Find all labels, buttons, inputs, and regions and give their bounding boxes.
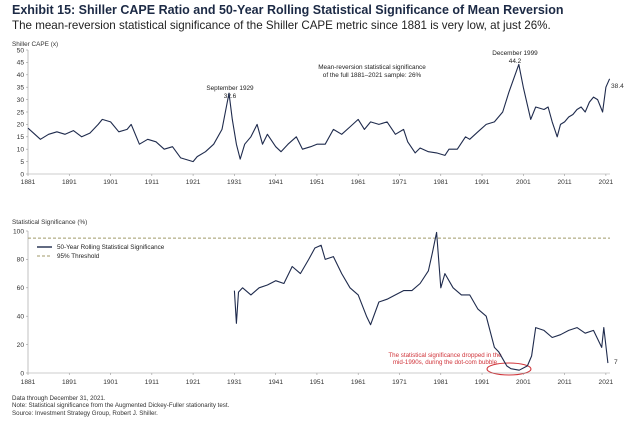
cape-x-tick-label: 1881 — [21, 179, 36, 186]
significance-x-tick-label: 1921 — [186, 379, 201, 386]
significance-y-tick-label: 80 — [17, 257, 25, 264]
significance-x-tick-label: 1971 — [392, 379, 407, 386]
significance-x-tick-label: 2001 — [516, 379, 531, 386]
cape-x-tick-label: 1931 — [227, 179, 242, 186]
significance-y-tick-label: 100 — [13, 228, 24, 235]
significance-x-tick-label: 1951 — [310, 379, 325, 386]
significance-x-tick-label: 1941 — [268, 379, 283, 386]
significance-y-axis-label: Statistical Significance (%) — [12, 219, 87, 226]
red-note-line1: The statistical significance dropped in … — [388, 352, 502, 359]
cape-y-tick-label: 25 — [17, 109, 25, 116]
cape-y-tick-label: 0 — [20, 171, 24, 178]
cape-x-tick-label: 1951 — [310, 179, 325, 186]
cape-x-tick-label: 1981 — [433, 179, 448, 186]
cape-x-tick-label: 1991 — [475, 179, 490, 186]
significance-x-tick-label: 1881 — [21, 379, 36, 386]
significance-textbox-line1: Mean-reversion statistical significance — [318, 64, 426, 71]
footnotes: Data through December 31, 2021. Note: St… — [12, 395, 229, 417]
significance-textbox-line2: of the full 1881–2021 sample: 26% — [323, 72, 422, 79]
legend-series-label: 50-Year Rolling Statistical Significance — [57, 244, 165, 251]
significance-x-tick-label: 1931 — [227, 379, 242, 386]
cape-y-tick-label: 20 — [17, 122, 25, 129]
significance-x-tick-label: 1891 — [62, 379, 77, 386]
cape-x-tick-label: 1941 — [268, 179, 283, 186]
cape-y-axis-label: Shiller CAPE (x) — [12, 41, 58, 48]
cape-x-tick-label: 1971 — [392, 179, 407, 186]
red-note-line2: mid-1990s, during the dot-com bubble — [393, 359, 498, 366]
cape-y-tick-label: 5 — [20, 159, 24, 166]
exhibit-subtitle: The mean-reversion statistical significa… — [12, 19, 551, 32]
cape-end-value-label: 38.4 — [611, 83, 624, 90]
significance-x-tick-label: 1911 — [145, 379, 160, 386]
significance-y-tick-label: 60 — [17, 285, 25, 292]
footnote-source: Source: Investment Strategy Group, Rober… — [12, 409, 158, 417]
significance-y-tick-label: 0 — [20, 370, 24, 377]
cape-x-tick-label: 1911 — [145, 179, 160, 186]
significance-series-line — [233, 231, 609, 371]
cape-x-tick-label: 2011 — [558, 179, 573, 186]
legend-threshold-label: 95% Threshold — [57, 253, 100, 260]
annotation-1929-value: 32.6 — [224, 93, 237, 100]
significance-x-tick-label: 1981 — [433, 379, 448, 386]
cape-y-tick-label: 35 — [17, 85, 25, 92]
significance-x-tick-label: 1991 — [475, 379, 490, 386]
significance-y-tick-label: 20 — [17, 342, 25, 349]
footnote-note: Note: Statistical significance from the … — [12, 402, 230, 410]
exhibit-title: Exhibit 15: Shiller CAPE Ratio and 50-Ye… — [12, 3, 564, 17]
cape-y-tick-label: 40 — [17, 72, 25, 79]
significance-y-tick-label: 40 — [17, 314, 25, 321]
cape-x-tick-label: 2021 — [599, 179, 614, 186]
cape-x-tick-label: 2001 — [516, 179, 531, 186]
significance-x-tick-label: 1901 — [103, 379, 118, 386]
cape-x-tick-label: 1921 — [186, 179, 201, 186]
cape-y-tick-label: 15 — [17, 134, 25, 141]
significance-x-tick-label: 2011 — [558, 379, 573, 386]
significance-end-value-label: 7 — [614, 359, 618, 366]
dotcom-highlight-ellipse — [486, 362, 532, 376]
cape-series-line — [27, 63, 611, 163]
cape-y-tick-label: 45 — [17, 60, 25, 67]
cape-y-tick-label: 50 — [17, 47, 25, 54]
annotation-1929-title: September 1929 — [206, 85, 254, 92]
footnote-data-through: Data through December 31, 2021. — [12, 395, 106, 402]
cape-y-tick-label: 30 — [17, 97, 25, 104]
significance-x-tick-label: 1961 — [351, 379, 366, 386]
annotation-1999-value: 44.2 — [509, 58, 522, 65]
cape-y-tick-label: 10 — [17, 147, 25, 154]
cape-x-tick-label: 1901 — [103, 179, 118, 186]
cape-x-tick-label: 1961 — [351, 179, 366, 186]
cape-x-tick-label: 1891 — [62, 179, 77, 186]
significance-x-tick-label: 2021 — [599, 379, 614, 386]
annotation-1999-title: December 1999 — [492, 50, 538, 57]
